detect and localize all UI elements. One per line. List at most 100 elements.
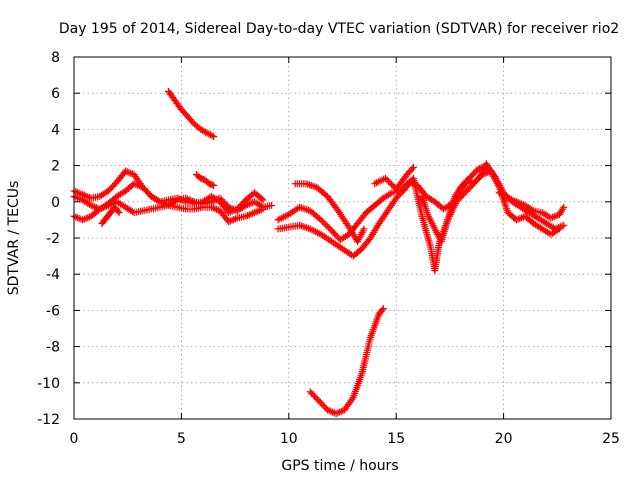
- data-point: [381, 174, 389, 182]
- data-point: [560, 203, 568, 211]
- data-point: [495, 182, 503, 190]
- data-point: [323, 406, 331, 414]
- grid-lines: [74, 57, 611, 419]
- x-axis-label: GPS time / hours: [281, 458, 398, 474]
- data-point: [516, 199, 524, 207]
- chart-title: Day 195 of 2014, Sidereal Day-to-day VTE…: [59, 21, 619, 37]
- data-point: [299, 204, 307, 212]
- data-point: [228, 207, 236, 215]
- data-point: [254, 207, 262, 215]
- data-point: [297, 222, 305, 230]
- data-point: [409, 163, 417, 171]
- data-point: [301, 223, 309, 231]
- data-point: [555, 225, 563, 233]
- data-point: [180, 197, 188, 205]
- data-point: [383, 176, 391, 184]
- data-point: [507, 196, 515, 204]
- y-tick-label: 8: [51, 50, 60, 66]
- data-point: [72, 213, 80, 221]
- data-point: [177, 196, 185, 204]
- series-track-11: [371, 163, 417, 193]
- data-point: [84, 214, 92, 222]
- data-point: [329, 408, 337, 416]
- y-tick-label: -10: [37, 376, 60, 392]
- data-point: [226, 217, 234, 225]
- data-point: [337, 407, 345, 415]
- series-track-3: [70, 198, 267, 226]
- series-track-5: [165, 87, 218, 141]
- series-track-12: [418, 160, 503, 246]
- data-point: [125, 168, 133, 176]
- data-point: [327, 407, 335, 415]
- data-point: [103, 202, 111, 210]
- data-series: [70, 87, 568, 418]
- y-tick-label: -6: [46, 303, 60, 319]
- data-point: [516, 214, 524, 222]
- data-point: [360, 225, 368, 233]
- data-point: [326, 225, 334, 233]
- axis-ticks: 0 5 10 15 20 25 -12 -10 -8 -6 -4 -2 0 2 4 6 8: [37, 50, 620, 447]
- data-point: [378, 306, 386, 314]
- series-track-6: [192, 171, 218, 190]
- data-point: [209, 204, 217, 212]
- data-point: [108, 200, 116, 208]
- data-point: [257, 206, 265, 214]
- data-point: [173, 194, 181, 202]
- data-point: [89, 202, 97, 210]
- data-point: [245, 200, 253, 208]
- data-point: [79, 216, 87, 224]
- data-point: [154, 197, 162, 205]
- y-axis-label: SDTVAR / TECUs: [6, 181, 22, 296]
- data-point: [247, 210, 255, 218]
- data-point: [547, 214, 555, 222]
- data-point: [386, 190, 394, 198]
- data-point: [230, 206, 238, 214]
- data-point: [127, 169, 135, 177]
- data-point: [325, 407, 333, 415]
- data-point: [130, 180, 138, 188]
- data-point: [210, 133, 218, 141]
- y-tick-label: 4: [51, 122, 60, 138]
- data-point: [82, 214, 90, 222]
- y-tick-label: -8: [46, 340, 60, 356]
- data-point: [208, 132, 216, 140]
- data-point: [208, 181, 216, 189]
- y-tick-label: 0: [51, 195, 60, 211]
- data-point: [135, 182, 143, 190]
- data-point: [549, 213, 557, 221]
- data-point: [72, 193, 80, 201]
- y-tick-label: 2: [51, 159, 60, 175]
- data-point: [73, 194, 81, 202]
- data-point: [80, 215, 88, 223]
- data-point: [385, 177, 393, 185]
- data-point: [211, 205, 219, 213]
- data-point: [388, 180, 396, 188]
- data-point: [317, 216, 325, 224]
- data-point: [299, 223, 307, 231]
- data-point: [319, 217, 327, 225]
- data-point: [560, 221, 568, 229]
- data-point: [304, 180, 312, 188]
- data-point: [101, 203, 109, 211]
- data-point: [99, 204, 107, 212]
- data-point: [132, 180, 140, 188]
- data-point: [128, 208, 136, 216]
- data-point: [82, 192, 90, 200]
- x-tick-label: 5: [177, 431, 186, 447]
- data-point: [323, 222, 331, 230]
- data-point: [250, 209, 258, 217]
- x-tick-label: 10: [280, 431, 298, 447]
- data-point: [230, 216, 238, 224]
- data-point: [134, 181, 142, 189]
- data-point: [528, 206, 536, 214]
- data-point: [509, 196, 517, 204]
- data-point: [210, 182, 218, 190]
- data-point: [258, 195, 266, 203]
- data-point: [268, 201, 276, 209]
- data-point: [84, 193, 92, 201]
- data-point: [512, 216, 520, 224]
- data-point: [244, 201, 252, 209]
- data-point: [514, 215, 522, 223]
- data-point: [249, 209, 257, 217]
- data-point: [306, 181, 314, 189]
